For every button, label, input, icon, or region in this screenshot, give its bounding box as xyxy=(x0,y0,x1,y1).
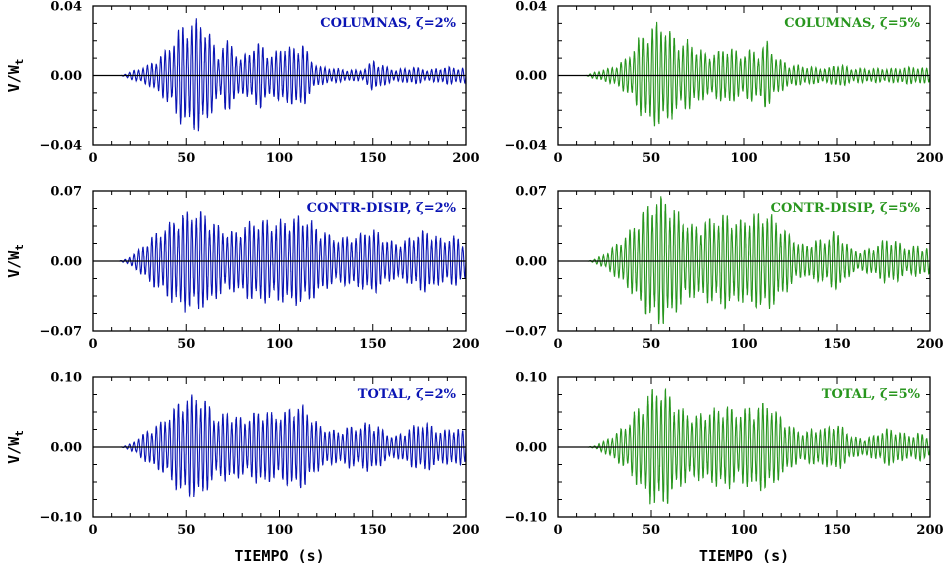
y-tick-label: 0.04 xyxy=(50,0,82,15)
x-tick-label: 200 xyxy=(916,523,943,538)
y-axis-label: V/Wt xyxy=(5,430,26,464)
y-axis-label-subscript: t xyxy=(13,59,26,66)
x-tick-label: 150 xyxy=(359,151,386,166)
y-tick-label: −0.04 xyxy=(39,139,82,154)
legend-label: COLUMNAS, ζ=2% xyxy=(320,16,456,31)
series-trace xyxy=(558,21,931,127)
x-tick-label: 100 xyxy=(266,337,293,352)
y-tick-label: 0.00 xyxy=(50,69,82,84)
y-axis-label: V/Wt xyxy=(5,59,26,93)
x-tick-label: 100 xyxy=(266,151,293,166)
x-axis-label: TIEMPO (s) xyxy=(234,547,324,565)
legend-label: COLUMNAS, ζ=5% xyxy=(784,16,920,31)
y-tick-label: 0.10 xyxy=(50,371,82,386)
y-tick-label: −0.07 xyxy=(39,325,82,340)
x-tick-label: 50 xyxy=(177,151,195,166)
panel-row2-right: 0 50 100 150 200 −0.07 0.00 0.07 CONTR-DISIP, ζ=… xyxy=(504,185,943,353)
y-axis-label-subscript: t xyxy=(13,430,26,437)
x-tick-label: 200 xyxy=(452,337,479,352)
y-tick-label: −0.10 xyxy=(39,511,82,526)
y-tick-label: 0.00 xyxy=(515,69,547,84)
panel-row1-right: 0 50 100 150 200 −0.04 0.00 0.04 COLUMNAS, ζ=5% xyxy=(504,0,943,166)
x-tick-label: 50 xyxy=(642,523,660,538)
y-tick-label: −0.10 xyxy=(504,511,547,526)
series-trace xyxy=(93,18,467,132)
y-tick-label: 0.10 xyxy=(515,371,547,386)
y-tick-label: 0.00 xyxy=(50,255,82,270)
x-tick-label: 150 xyxy=(359,523,386,538)
panel-row1-left: 0 50 100 150 200 −0.04 0.00 0.04 COLUMNAS, ζ=2% V… xyxy=(5,0,480,166)
x-tick-label: 100 xyxy=(266,523,293,538)
panel-row3-right: 0 50 100 150 200 −0.10 0.00 0.10 TOTAL, ζ=5% TIEM… xyxy=(504,371,943,566)
x-tick-label: 0 xyxy=(88,337,97,352)
y-tick-label: −0.07 xyxy=(504,325,547,340)
y-tick-label: 0.07 xyxy=(515,185,547,200)
y-tick-label: 0.00 xyxy=(515,441,547,456)
series-trace xyxy=(93,211,467,313)
x-tick-label: 100 xyxy=(730,523,757,538)
x-tick-label: 50 xyxy=(177,337,195,352)
x-tick-label: 200 xyxy=(916,337,943,352)
panel-row3-left: 0 50 100 150 200 −0.10 0.00 0.10 TOTAL, ζ=2% V/Wt… xyxy=(5,371,480,566)
x-tick-label: 50 xyxy=(642,151,660,166)
x-tick-label: 50 xyxy=(177,523,195,538)
panel-row2-left: 0 50 100 150 200 −0.07 0.00 0.07 CONTR-DISIP, ζ=… xyxy=(5,185,480,353)
x-tick-label: 150 xyxy=(359,337,386,352)
x-tick-label: 200 xyxy=(452,151,479,166)
x-tick-label: 150 xyxy=(823,337,850,352)
y-axis-label: V/Wt xyxy=(5,244,26,278)
series-trace xyxy=(93,394,467,498)
x-tick-label: 50 xyxy=(642,337,660,352)
x-tick-label: 100 xyxy=(730,337,757,352)
y-tick-label: 0.04 xyxy=(515,0,547,15)
legend-label: TOTAL, ζ=2% xyxy=(358,387,457,402)
legend-label: CONTR-DISIP, ζ=2% xyxy=(307,201,457,216)
x-tick-label: 150 xyxy=(823,523,850,538)
x-tick-label: 0 xyxy=(553,337,562,352)
y-tick-label: −0.04 xyxy=(504,139,547,154)
x-tick-label: 0 xyxy=(553,523,562,538)
x-tick-label: 100 xyxy=(730,151,757,166)
y-tick-label: 0.07 xyxy=(50,185,82,200)
legend-label: CONTR-DISIP, ζ=5% xyxy=(771,201,921,216)
x-tick-label: 0 xyxy=(553,151,562,166)
x-axis-label: TIEMPO (s) xyxy=(699,547,789,565)
legend-label: TOTAL, ζ=5% xyxy=(822,387,921,402)
x-tick-label: 0 xyxy=(88,523,97,538)
x-tick-label: 200 xyxy=(916,151,943,166)
y-tick-label: 0.00 xyxy=(515,255,547,270)
y-axis-label-subscript: t xyxy=(13,244,26,251)
y-tick-label: 0.00 xyxy=(50,441,82,456)
x-tick-label: 0 xyxy=(88,151,97,166)
x-tick-label: 150 xyxy=(823,151,850,166)
x-tick-label: 200 xyxy=(452,523,479,538)
